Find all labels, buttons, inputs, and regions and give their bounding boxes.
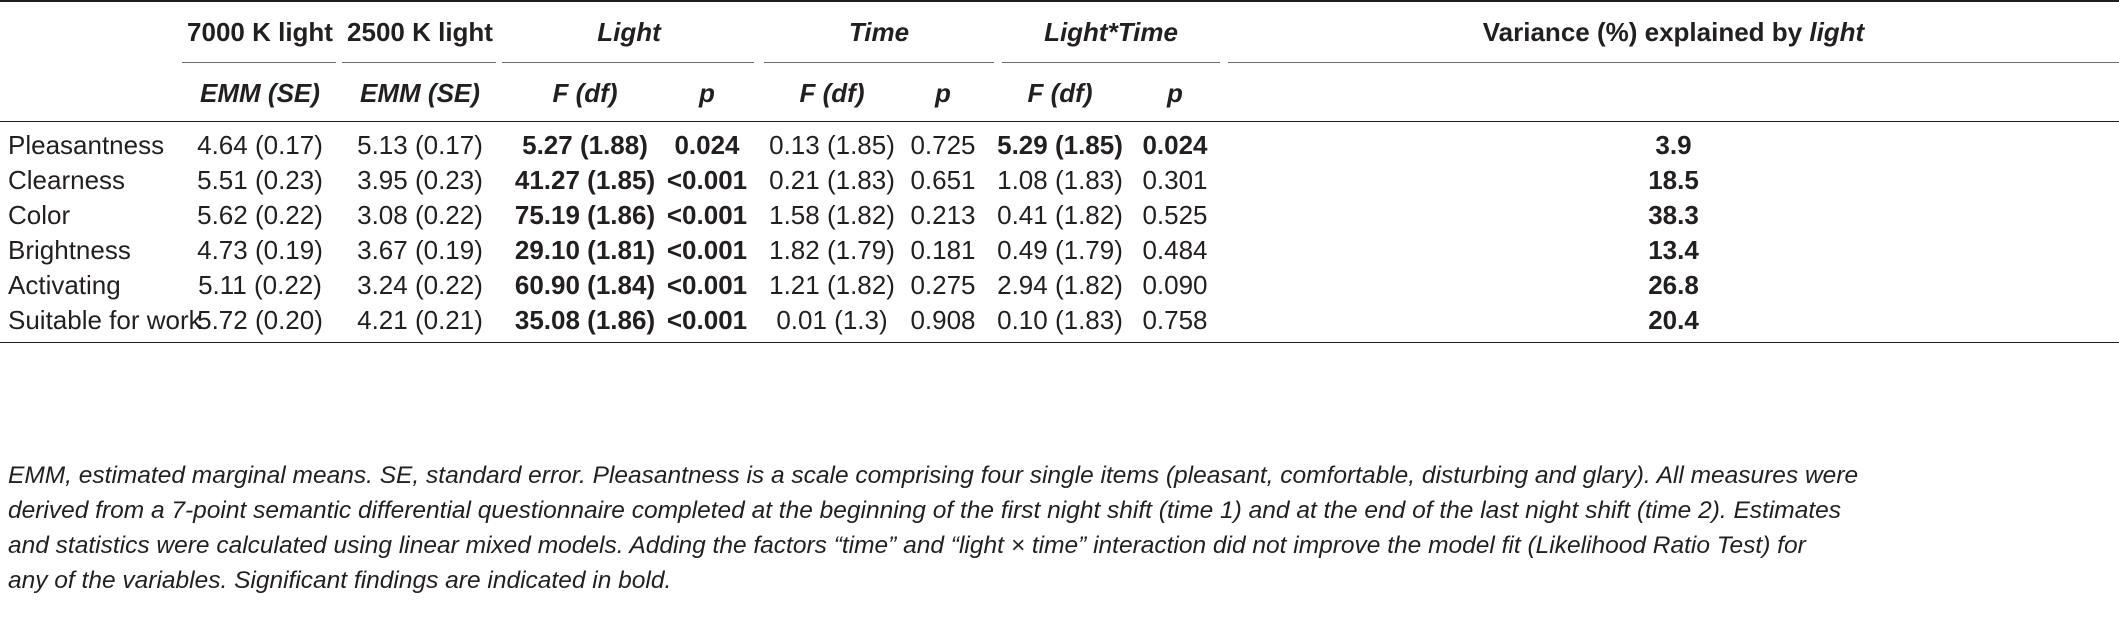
subheader-lt-p: p [1167,78,1183,108]
cell-lt-p: 0.525 [1142,200,1208,230]
cell-time-f: 1.58 (1.82) [769,200,895,230]
cell-light-p: 0.024 [674,130,740,160]
cell-light-f: 75.19 (1.86) [514,200,656,230]
cell-lt-p: 0.024 [1142,130,1208,160]
cell-emm-2500: 3.95 (0.23) [357,165,483,195]
cell-emm-7000: 5.51 (0.23) [197,165,323,195]
cell-light-f: 5.27 (1.88) [522,130,648,160]
cell-variance: 26.8 [1648,270,1699,300]
cell-lt-f: 2.94 (1.82) [997,270,1123,300]
subheader-time-p: p [935,78,951,108]
table-top-rule [0,0,2119,2]
cell-emm-7000: 4.73 (0.19) [197,235,323,265]
underline-time [764,62,994,63]
subheader-emm-7000: EMM (SE) [200,78,320,108]
cell-time-f: 1.21 (1.82) [769,270,895,300]
cell-time-p: 0.181 [910,235,976,265]
header-light: Light [597,17,661,47]
cell-emm-2500: 3.24 (0.22) [357,270,483,300]
cell-lt-p: 0.090 [1142,270,1208,300]
cell-lt-f: 0.49 (1.79) [997,235,1123,265]
cell-light-p: <0.001 [666,270,748,300]
cell-emm-7000: 5.11 (0.22) [198,270,322,300]
cell-time-p: 0.908 [910,305,976,335]
cell-light-f: 41.27 (1.85) [514,165,656,195]
header-light-time: Light*Time [1044,17,1178,47]
subheader-emm-2500: EMM (SE) [360,78,480,108]
cell-variance: 18.5 [1648,165,1699,195]
cell-lt-f: 5.29 (1.85) [997,130,1123,160]
cell-lt-f: 0.10 (1.83) [997,305,1123,335]
row-label: Activating [8,270,121,300]
cell-lt-f: 1.08 (1.83) [997,165,1123,195]
subheader-light-p: p [699,78,715,108]
cell-emm-7000: 5.62 (0.22) [197,200,323,230]
cell-light-f: 60.90 (1.84) [514,270,656,300]
underline-light-time [1002,62,1220,63]
subheader-time-f: F (df) [799,78,865,108]
header-bottom-rule [0,121,2119,122]
cell-time-p: 0.275 [910,270,976,300]
underline-7000k [182,62,336,63]
cell-emm-7000: 5.72 (0.20) [197,305,323,335]
footnote-line: and statistics were calculated using lin… [8,532,1806,559]
cell-variance: 20.4 [1648,305,1699,335]
underline-2500k [342,62,496,63]
cell-emm-2500: 3.67 (0.19) [357,235,483,265]
row-label: Pleasantness [8,130,165,160]
cell-lt-p: 0.758 [1142,305,1208,335]
header-variance-emph: light [1809,17,1865,47]
footnote-line: any of the variables. Significant findin… [8,567,672,594]
cell-lt-p: 0.484 [1142,235,1208,265]
underline-light [502,62,754,63]
cell-light-p: <0.001 [666,305,748,335]
row-label: Color [8,200,71,230]
cell-time-p: 0.725 [910,130,976,160]
cell-lt-f: 0.41 (1.82) [997,200,1123,230]
footnote-line: EMM, estimated marginal means. SE, stand… [8,462,1859,489]
cell-time-f: 0.13 (1.85) [769,130,895,160]
header-7000k: 7000 K light [187,17,333,47]
underline-variance [1228,62,2119,63]
cell-light-f: 29.10 (1.81) [514,235,656,265]
header-time: Time [848,17,910,47]
footnote-line: derived from a 7-point semantic differen… [8,497,1842,524]
row-label: Clearness [8,165,126,195]
table-bottom-rule [0,342,2119,343]
cell-emm-2500: 4.21 (0.21) [357,305,483,335]
table-footnote: EMM, estimated marginal means. SE, stand… [8,458,2108,598]
header-2500k: 2500 K light [347,17,493,47]
cell-variance: 13.4 [1648,235,1699,265]
cell-light-f: 35.08 (1.86) [514,305,656,335]
row-label: Brightness [8,235,131,265]
header-variance-text: Variance (%) explained by [1482,17,1810,47]
subheader-light-f: F (df) [552,78,618,108]
cell-variance: 3.9 [1655,130,1692,160]
cell-light-p: <0.001 [666,235,748,265]
header-variance: Variance (%) explained by light [1228,17,2119,48]
row-label: Suitable for work [8,305,202,335]
cell-emm-2500: 3.08 (0.22) [357,200,483,230]
cell-time-p: 0.651 [910,165,976,195]
cell-variance: 38.3 [1648,200,1699,230]
cell-light-p: <0.001 [666,165,748,195]
cell-light-p: <0.001 [666,200,748,230]
cell-emm-7000: 4.64 (0.17) [197,130,323,160]
cell-time-p: 0.213 [910,200,976,230]
cell-time-f: 0.01 (1.3) [776,305,888,335]
cell-lt-p: 0.301 [1142,165,1208,195]
cell-time-f: 0.21 (1.83) [769,165,895,195]
cell-time-f: 1.82 (1.79) [769,235,895,265]
subheader-lt-f: F (df) [1027,78,1093,108]
cell-emm-2500: 5.13 (0.17) [357,130,483,160]
